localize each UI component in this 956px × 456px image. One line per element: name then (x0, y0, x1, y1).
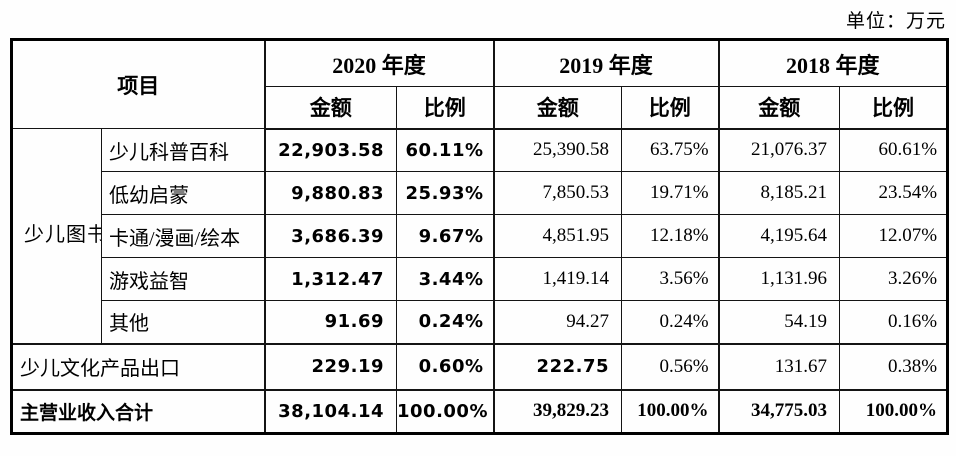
header-amount-2018: 金额 (717, 86, 841, 130)
cell-ratio-2019: 19.71% (621, 171, 720, 215)
cell-amount-2020: 229.19 (263, 342, 397, 390)
cell-ratio-2019: 0.24% (621, 300, 720, 344)
cell-ratio-2018: 23.54% (839, 171, 949, 215)
header-item: 项目 (11, 39, 265, 129)
header-ratio-2019: 比例 (621, 86, 720, 130)
cell-ratio-2019: 0.56% (621, 342, 720, 390)
table-row: 卡通/漫画/绘本 3,686.39 9.67% 4,851.95 12.18% … (12, 214, 949, 258)
cell-amount-2020: 1,312.47 (263, 257, 397, 301)
row-label: 低幼启蒙 (101, 171, 265, 215)
cell-ratio-2019: 63.75% (621, 128, 720, 172)
cell-ratio-2018: 12.07% (839, 214, 949, 258)
header-row-measures: 金额 比例 金额 比例 金额 比例 (12, 86, 949, 130)
unit-label: 单位：万元 (845, 11, 946, 32)
cell-amount-2020: 38,104.14 (263, 388, 397, 434)
cell-amount-2018: 34,775.03 (717, 388, 841, 434)
cell-amount-2019: 4,851.95 (492, 214, 623, 258)
cell-amount-2019: 7,850.53 (492, 171, 623, 215)
cell-ratio-2020: 3.44% (395, 257, 495, 301)
cell-amount-2018: 1,131.96 (717, 257, 841, 301)
row-label: 主营业收入合计 (11, 388, 265, 434)
cell-amount-2018: 54.19 (717, 300, 841, 344)
cell-ratio-2020: 0.60% (395, 342, 495, 390)
cell-ratio-2020: 25.93% (395, 171, 495, 215)
table-row: 少儿图书策划与发行 少儿科普百科 22,903.58 60.11% 25,390… (11, 128, 949, 344)
cell-amount-2019: 94.27 (492, 300, 623, 344)
cell-amount-2019: 1,419.14 (492, 257, 623, 301)
header-amount-2020: 金额 (263, 86, 397, 130)
cell-ratio-2019: 3.56% (621, 257, 720, 301)
cell-amount-2020: 22,903.58 (263, 128, 397, 172)
table-row: 其他 91.69 0.24% 94.27 0.24% 54.19 0.16% (12, 300, 949, 344)
cell-amount-2020: 3,686.39 (263, 214, 397, 258)
table-row-total: 主营业收入合计 38,104.14 100.00% 39,829.23 100.… (11, 388, 949, 434)
header-year-2020: 2020 年度 (263, 39, 495, 87)
cell-amount-2019: 39,829.23 (492, 388, 623, 434)
header-amount-2019: 金额 (492, 86, 623, 130)
cell-ratio-2019: 100.00% (621, 388, 720, 434)
cell-ratio-2020: 0.24% (395, 300, 495, 344)
header-ratio-2018: 比例 (839, 86, 949, 130)
cell-ratio-2018: 3.26% (839, 257, 949, 301)
cell-amount-2018: 131.67 (717, 342, 841, 390)
cell-ratio-2018: 60.61% (839, 128, 949, 172)
row-label: 卡通/漫画/绘本 (101, 214, 265, 258)
header-year-2019: 2019 年度 (492, 39, 720, 87)
cell-amount-2018: 8,185.21 (717, 171, 841, 215)
table-row: 游戏益智 1,312.47 3.44% 1,419.14 3.56% 1,131… (12, 257, 949, 301)
header-year-2018: 2018 年度 (717, 39, 949, 87)
header-row-years: 项目 2020 年度 2019 年度 2018 年度 (11, 39, 949, 129)
table-row-export: 少儿文化产品出口 229.19 0.60% 222.75 0.56% 131.6… (11, 342, 949, 390)
row-label: 少儿文化产品出口 (11, 342, 265, 390)
group-label: 少儿图书策划与发行 (24, 224, 102, 247)
group-label-cell: 少儿图书策划与发行 (11, 128, 102, 344)
table-row: 低幼启蒙 9,880.83 25.93% 7,850.53 19.71% 8,1… (12, 171, 949, 215)
cell-amount-2018: 21,076.37 (717, 128, 841, 172)
cell-amount-2019: 25,390.58 (492, 128, 623, 172)
cell-amount-2018: 4,195.64 (717, 214, 841, 258)
row-label: 其他 (101, 300, 265, 344)
cell-ratio-2019: 12.18% (621, 214, 720, 258)
cell-ratio-2020: 60.11% (395, 128, 495, 172)
revenue-breakdown-table: 项目 2020 年度 2019 年度 2018 年度 金额 比例 金额 比例 金… (10, 38, 950, 435)
cell-amount-2020: 9,880.83 (263, 171, 397, 215)
cell-ratio-2018: 0.16% (839, 300, 949, 344)
cell-ratio-2020: 100.00% (395, 388, 495, 434)
cell-ratio-2020: 9.67% (395, 214, 495, 258)
row-label: 游戏益智 (101, 257, 265, 301)
cell-amount-2019: 222.75 (492, 342, 623, 390)
cell-ratio-2018: 0.38% (839, 342, 949, 390)
cell-ratio-2018: 100.00% (839, 388, 949, 434)
cell-amount-2020: 91.69 (263, 300, 397, 344)
row-label: 少儿科普百科 (101, 128, 265, 172)
header-ratio-2020: 比例 (395, 86, 495, 130)
